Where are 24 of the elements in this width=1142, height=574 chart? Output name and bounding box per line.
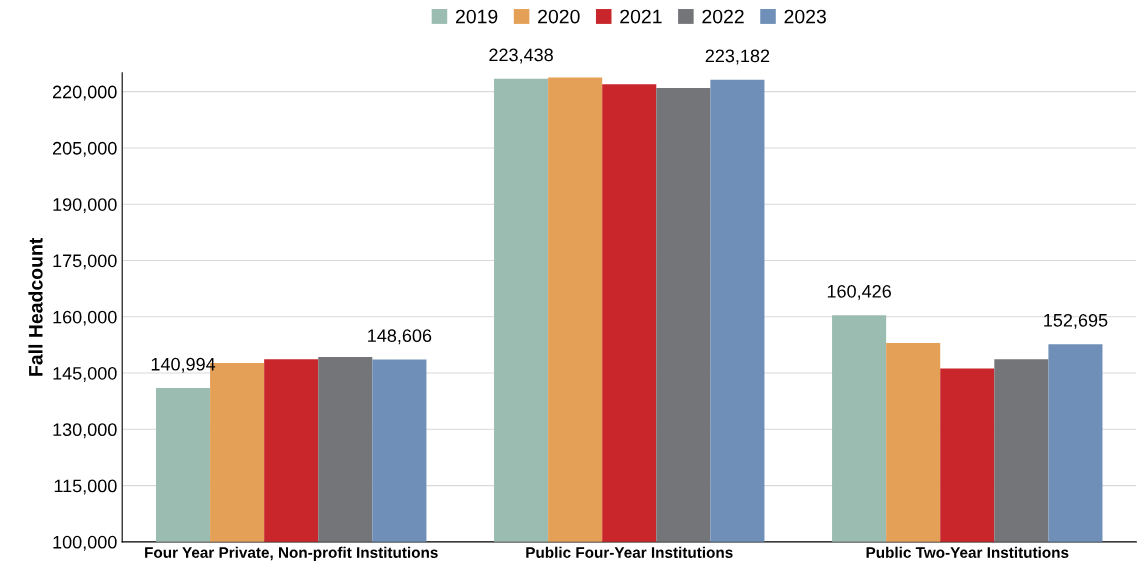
y-tick-label: 175,000 xyxy=(53,254,117,270)
legend-label: 2019 xyxy=(455,9,498,24)
data-label: 223,438 xyxy=(489,48,553,64)
y-tick-label: 145,000 xyxy=(53,366,117,382)
y-axis-title: Fall Headcount xyxy=(28,237,43,376)
y-tick-label: 100,000 xyxy=(53,535,117,551)
legend-label: 2020 xyxy=(538,9,580,24)
data-label: 223,182 xyxy=(705,49,770,65)
y-tick-label: 220,000 xyxy=(52,85,117,101)
x-tick-label: Public Four-Year Institutions xyxy=(526,546,733,558)
y-tick-label: 205,000 xyxy=(52,141,117,157)
legend-label: 2023 xyxy=(784,9,826,24)
x-tick-label: Public Two-Year Institutions xyxy=(866,546,1069,558)
y-tick-label: 190,000 xyxy=(53,198,117,214)
data-label: 140,994 xyxy=(151,357,216,373)
y-tick-label: 160,000 xyxy=(53,310,117,326)
data-label: 152,695 xyxy=(1044,313,1108,329)
y-tick-label: 130,000 xyxy=(53,423,117,439)
x-tick-label: Four Year Private, Non-profit Institutions xyxy=(145,546,438,561)
legend-label: 2022 xyxy=(702,9,744,24)
data-label: 160,426 xyxy=(827,284,891,300)
data-label: 148,606 xyxy=(368,329,432,345)
legend-label: 2021 xyxy=(620,9,662,24)
y-tick-label: 115,000 xyxy=(54,479,117,495)
